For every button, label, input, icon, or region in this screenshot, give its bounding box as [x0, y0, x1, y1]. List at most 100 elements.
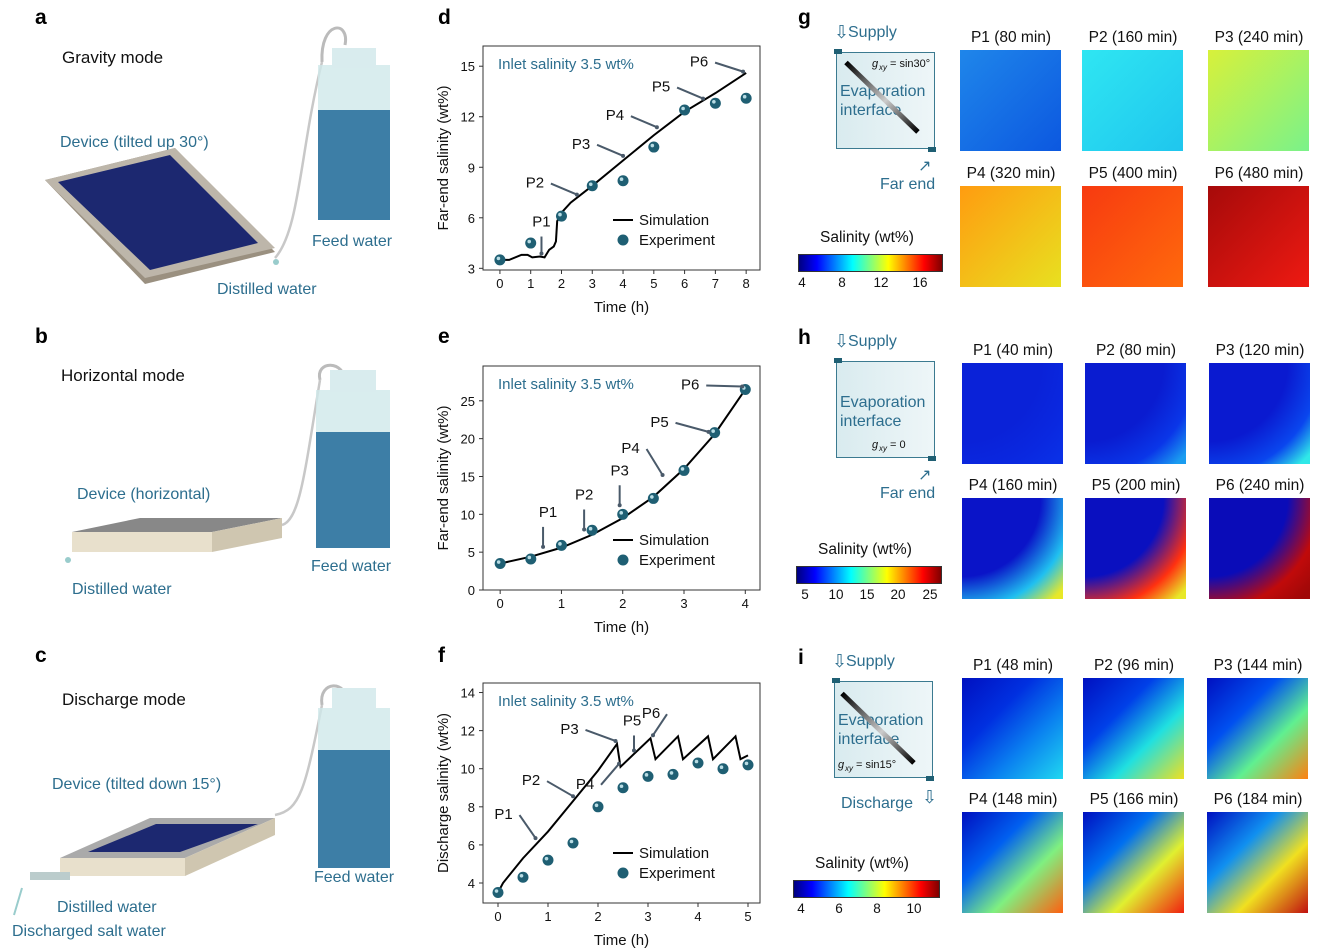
snapshot-label: P3 (120 min) [1215, 342, 1305, 359]
x-tick-label: 2 [594, 909, 601, 924]
experiment-point-highlight [742, 94, 747, 99]
salinity-heatmap-p6 [1208, 186, 1309, 287]
annotation-arrowhead [740, 384, 745, 389]
experiment-point [617, 782, 629, 794]
legend-experiment: Experiment [639, 865, 716, 882]
experiment-point [647, 492, 659, 504]
colorbar-tick-label: 15 [859, 587, 875, 602]
experiment-point-highlight [594, 803, 599, 808]
experiment-point-highlight [681, 106, 685, 111]
y-tick-label: 3 [468, 261, 475, 276]
colorbar-tick-label: 20 [890, 587, 906, 602]
annotation-arrow [630, 115, 658, 129]
annotation-arrowhead [701, 96, 706, 101]
y-tick-label: 15 [461, 469, 475, 484]
annotation-label: P1 [494, 806, 512, 823]
annotation-arrowhead [571, 794, 575, 799]
experiment-point [492, 887, 504, 899]
annotation-arrow [518, 814, 537, 839]
gravity-subscript: xy [879, 63, 887, 72]
legend-marker-swatch [617, 234, 629, 246]
annotation-arrowhead [539, 251, 544, 256]
snapshot-label: P4 (148 min) [968, 791, 1058, 808]
distilled-water-label-a: Distilled water [217, 281, 317, 298]
x-tick-label: 3 [589, 276, 596, 291]
supply-arrow-icon: ⇩ [832, 651, 848, 671]
panel-letter-g: g [798, 6, 811, 29]
salinity-heatmap-p4 [962, 498, 1063, 599]
distilled-water-label-c: Distilled water [57, 899, 157, 916]
experiment-point-highlight [558, 212, 562, 217]
experiment-point [742, 759, 754, 771]
gravity-component-value: = sin15° [856, 759, 897, 771]
experiment-point [739, 383, 751, 395]
experiment-point [525, 237, 537, 249]
annotation-label: P1 [532, 214, 550, 231]
y-tick-label: 12 [461, 724, 475, 739]
mode-title-a: Gravity mode [62, 48, 164, 67]
salinity-heatmap-p2 [1085, 363, 1186, 464]
snapshot-label: P1 (40 min) [972, 342, 1054, 359]
inlet-port [834, 49, 842, 54]
y-axis-label: Discharge salinity (wt%) [435, 713, 452, 873]
colorbar-tick-label: 16 [912, 275, 928, 290]
discharge-arrow-icon: ⇩ [922, 787, 938, 807]
experiment-point [692, 757, 704, 769]
snapshot-label: P1 (48 min) [972, 657, 1054, 674]
evaporation-interface-schematic [836, 361, 935, 458]
interface-label-line1: Evaporation [840, 83, 926, 100]
annotation-arrow [676, 86, 704, 100]
snapshot-label: P2 (96 min) [1093, 657, 1175, 674]
legend-experiment: Experiment [639, 552, 716, 569]
y-tick-label: 20 [461, 432, 475, 447]
experiment-point [679, 104, 691, 116]
plot-frame [482, 365, 761, 591]
far-end-arrow-icon: ↗ [918, 467, 932, 484]
annotation-label: P2 [526, 175, 544, 192]
annotation-arrowhead [533, 836, 538, 841]
y-tick-label: 15 [461, 59, 475, 74]
salinity-heatmap-p5 [1082, 186, 1183, 287]
annotation-label: P6 [690, 54, 708, 71]
annotation-arrowhead [632, 748, 636, 753]
experiment-point-highlight [496, 560, 501, 564]
experiment-point [642, 770, 654, 782]
annotation-label: P5 [650, 414, 668, 431]
gravity-device-illustration [45, 26, 390, 284]
inlet-salinity-note: Inlet salinity 3.5 wt% [498, 693, 634, 710]
y-tick-label: 8 [468, 800, 475, 815]
annotation-arrow [645, 448, 664, 476]
experiment-point-highlight [619, 784, 624, 789]
salinity-heatmap-p5 [1083, 812, 1184, 913]
colorbar-tick-label: 5 [801, 587, 809, 602]
experiment-point [717, 763, 729, 775]
device-label-a: Device (tilted up 30°) [60, 134, 209, 151]
y-tick-label: 0 [468, 583, 475, 598]
chart-e: 0 1 2 3 4 0 5 10 15 20 25 Time (h) Far-end salinity … [435, 365, 761, 636]
annotation-arrowhead [617, 503, 622, 508]
experiment-point-highlight [544, 856, 549, 861]
annotation-label: P3 [572, 136, 590, 153]
x-tick-label: 6 [681, 276, 688, 291]
annotation-arrow [652, 713, 668, 736]
experiment-point [667, 768, 679, 780]
snapshot-label: P5 (400 min) [1088, 165, 1178, 182]
far-end-label: Far end [880, 176, 936, 193]
annotation-arrowhead [741, 69, 746, 74]
experiment-point [648, 141, 660, 153]
salinity-heatmap-p2 [1082, 50, 1183, 151]
legend-simulation: Simulation [639, 845, 709, 862]
annotation-label: P4 [621, 440, 639, 457]
inlet-salinity-note: Inlet salinity 3.5 wt% [498, 56, 634, 73]
annotation-arrow [600, 763, 620, 786]
experiment-point [586, 524, 598, 536]
panel-letter-a: a [35, 6, 47, 29]
plot-frame [482, 682, 761, 904]
gravity-component-value: = sin30° [890, 58, 931, 70]
experiment-point [567, 837, 579, 849]
salinity-heatmap-p1 [962, 678, 1063, 779]
supply-arrow-icon: ⇩ [834, 331, 850, 351]
y-tick-label: 10 [461, 507, 475, 522]
